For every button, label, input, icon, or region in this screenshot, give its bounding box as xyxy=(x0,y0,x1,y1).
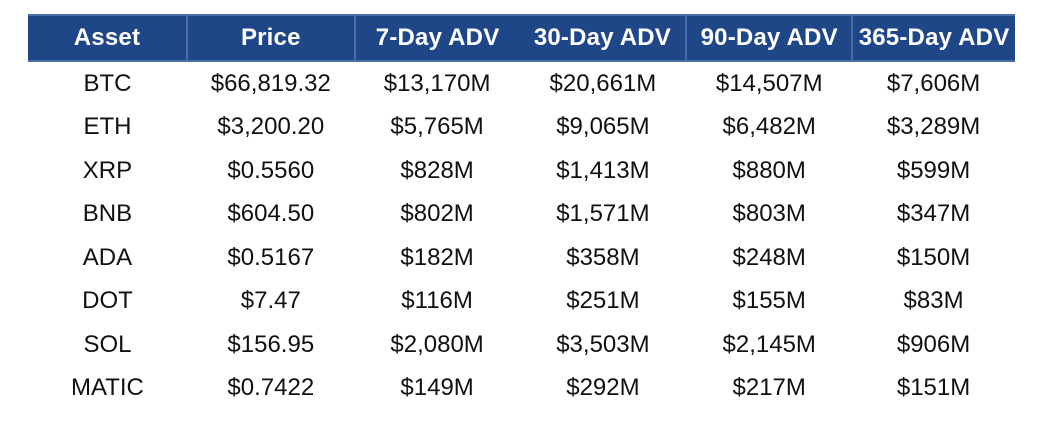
cell-30d-adv: $3,503M xyxy=(519,323,687,367)
cell-30d-adv: $1,413M xyxy=(519,149,687,193)
cell-90d-adv: $14,507M xyxy=(686,61,853,106)
cell-price: $66,819.32 xyxy=(186,61,355,106)
cell-7d-adv: $182M xyxy=(354,236,520,280)
cell-7d-adv: $2,080M xyxy=(354,323,520,367)
cell-7d-adv: $149M xyxy=(354,366,520,410)
table-header-row: Asset Price 7-Day ADV 30-Day ADV 90-Day … xyxy=(28,14,1015,62)
cell-asset: DOT xyxy=(28,279,187,323)
cell-30d-adv: $9,065M xyxy=(519,105,687,149)
cell-90d-adv: $248M xyxy=(686,236,853,280)
cell-price: $604.50 xyxy=(186,192,355,236)
cell-30d-adv: $292M xyxy=(519,366,687,410)
crypto-adv-table-container: Asset Price 7-Day ADV 30-Day ADV 90-Day … xyxy=(28,14,1015,410)
table-row: BTC $66,819.32 $13,170M $20,661M $14,507… xyxy=(28,61,1015,106)
table-row: ETH $3,200.20 $5,765M $9,065M $6,482M $3… xyxy=(28,105,1015,149)
table-row: BNB $604.50 $802M $1,571M $803M $347M xyxy=(28,192,1015,236)
cell-asset: ETH xyxy=(28,105,187,149)
cell-7d-adv: $5,765M xyxy=(354,105,520,149)
cell-7d-adv: $13,170M xyxy=(354,61,520,106)
cell-7d-adv: $116M xyxy=(354,279,520,323)
cell-30d-adv: $358M xyxy=(519,236,687,280)
cell-asset: XRP xyxy=(28,149,187,193)
cell-90d-adv: $880M xyxy=(686,149,853,193)
cell-365d-adv: $347M xyxy=(852,192,1015,236)
cell-asset: BNB xyxy=(28,192,187,236)
col-header-7d-adv: 7-Day ADV xyxy=(353,14,520,62)
table-row: XRP $0.5560 $828M $1,413M $880M $599M xyxy=(28,149,1015,193)
cell-30d-adv: $1,571M xyxy=(519,192,687,236)
cell-price: $0.5167 xyxy=(186,236,355,280)
cell-365d-adv: $906M xyxy=(852,323,1015,367)
table-row: DOT $7.47 $116M $251M $155M $83M xyxy=(28,279,1015,323)
col-header-365d-adv: 365-Day ADV xyxy=(851,14,1015,62)
cell-365d-adv: $151M xyxy=(852,366,1015,410)
cell-90d-adv: $217M xyxy=(686,366,853,410)
col-header-asset: Asset xyxy=(28,14,187,62)
cell-90d-adv: $155M xyxy=(686,279,853,323)
table-row: ADA $0.5167 $182M $358M $248M $150M xyxy=(28,236,1015,280)
cell-price: $156.95 xyxy=(186,323,355,367)
cell-90d-adv: $803M xyxy=(686,192,853,236)
cell-asset: MATIC xyxy=(28,366,187,410)
table-row: MATIC $0.7422 $149M $292M $217M $151M xyxy=(28,366,1015,410)
col-header-90d-adv: 90-Day ADV xyxy=(685,14,853,62)
cell-price: $0.7422 xyxy=(186,366,355,410)
cell-price: $0.5560 xyxy=(186,149,355,193)
col-header-30d-adv: 30-Day ADV xyxy=(519,14,687,62)
cell-asset: ADA xyxy=(28,236,187,280)
cell-30d-adv: $251M xyxy=(519,279,687,323)
cell-asset: SOL xyxy=(28,323,187,367)
table-body: BTC $66,819.32 $13,170M $20,661M $14,507… xyxy=(28,61,1015,410)
cell-90d-adv: $2,145M xyxy=(686,323,853,367)
cell-7d-adv: $802M xyxy=(354,192,520,236)
cell-365d-adv: $7,606M xyxy=(852,61,1015,106)
cell-365d-adv: $83M xyxy=(852,279,1015,323)
table-row: SOL $156.95 $2,080M $3,503M $2,145M $906… xyxy=(28,323,1015,367)
cell-90d-adv: $6,482M xyxy=(686,105,853,149)
cell-365d-adv: $150M xyxy=(852,236,1015,280)
crypto-adv-table: Asset Price 7-Day ADV 30-Day ADV 90-Day … xyxy=(28,14,1015,410)
cell-price: $7.47 xyxy=(186,279,355,323)
col-header-price: Price xyxy=(185,14,355,62)
cell-asset: BTC xyxy=(28,61,187,106)
cell-price: $3,200.20 xyxy=(186,105,355,149)
cell-7d-adv: $828M xyxy=(354,149,520,193)
cell-30d-adv: $20,661M xyxy=(519,61,687,106)
cell-365d-adv: $3,289M xyxy=(852,105,1015,149)
cell-365d-adv: $599M xyxy=(852,149,1015,193)
